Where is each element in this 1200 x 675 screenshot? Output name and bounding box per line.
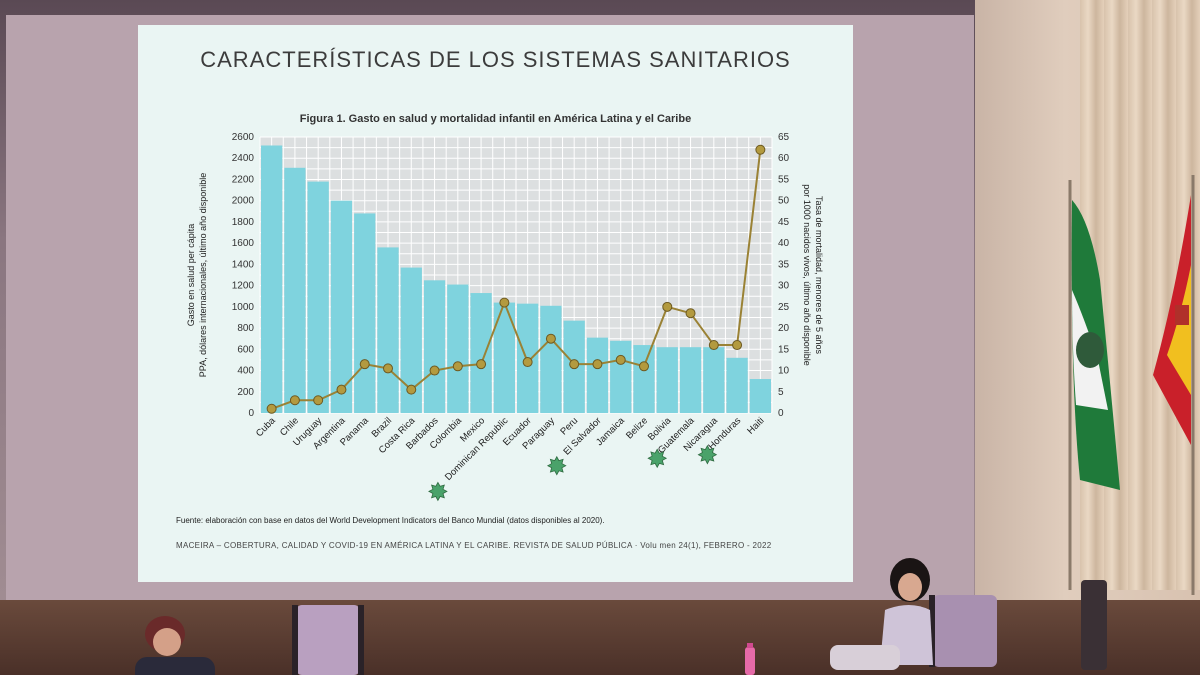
presentation-slide: CARACTERÍSTICAS DE LOS SISTEMAS SANITARI… (138, 25, 853, 582)
y-tick-label: 2600 (232, 132, 255, 143)
bar-honduras (726, 357, 748, 413)
bar-uruguay (307, 181, 329, 413)
y2-axis-label: Tasa de mortalidad, menores de 5 añospor… (802, 184, 824, 366)
bar-guatemala (679, 347, 702, 413)
bar-costa-rica (400, 267, 422, 413)
y-tick-label: 1200 (232, 281, 255, 292)
bar-nicaragua (703, 347, 725, 413)
y2-tick-label: 45 (778, 217, 790, 228)
line-point-cuba (266, 403, 277, 414)
y-tick-label: 600 (237, 344, 254, 355)
y2-tick-label: 30 (778, 281, 790, 292)
bar-cuba (261, 145, 283, 413)
y-tick-label: 400 (237, 366, 254, 377)
highlight-badge-icon (428, 481, 448, 502)
y2-tick-label: 10 (778, 366, 790, 377)
bar-barbados (423, 280, 446, 413)
line-point-panama (359, 359, 370, 370)
chair (292, 605, 364, 675)
line-point-costa-rica (406, 384, 417, 395)
figure-title: Figura 1. Gasto en salud y mortalidad in… (299, 113, 692, 125)
line-point-guatemala (685, 308, 696, 319)
line-point-jamaica (615, 354, 626, 365)
y-tick-label: 800 (237, 323, 254, 334)
chair (1081, 580, 1107, 670)
source-note: Fuente: elaboración con base en datos de… (176, 516, 605, 525)
y-tick-label: 2000 (232, 196, 255, 207)
mortality-line (271, 149, 762, 410)
bar-brazil (377, 247, 399, 413)
slide-footer: MACEIRA – COBERTURA, CALIDAD Y COVID-19 … (176, 541, 772, 550)
speaker-right (830, 558, 933, 670)
y2-tick-label: 60 (778, 153, 790, 164)
bar-chile (284, 167, 306, 413)
x-tick-label: Haiti (745, 415, 766, 436)
line-point-ecuador (522, 357, 533, 368)
y2-tick-label: 35 (778, 259, 790, 270)
spain-flag (1153, 175, 1195, 595)
line-point-el-salvador (592, 359, 603, 370)
x-tick-label: Cuba (254, 415, 278, 439)
y2-tick-label: 55 (778, 174, 790, 185)
line-point-paraguay (545, 333, 556, 344)
highlight-badge-icon (647, 448, 668, 469)
bar-panama (354, 213, 376, 413)
bar-jamaica (610, 340, 632, 413)
bar-colombia (447, 284, 469, 413)
andalusia-flag (1068, 180, 1120, 590)
line-point-honduras (732, 340, 743, 351)
bar-paraguay (540, 305, 562, 413)
chart: 0200400600800100012001400160018002000220… (186, 132, 824, 502)
highlight-badge-icon (546, 455, 567, 476)
y2-tick-label: 0 (778, 408, 784, 419)
line-point-brazil (383, 363, 393, 374)
y-tick-label: 1000 (232, 302, 255, 313)
line-point-uruguay (313, 395, 324, 406)
bar-haiti (749, 379, 771, 413)
line-point-mexico (476, 359, 487, 370)
y2-tick-label: 50 (778, 196, 790, 207)
line-point-bolivia (662, 301, 673, 312)
line-point-chile (289, 395, 300, 406)
y2-tick-label: 5 (778, 387, 784, 398)
highlight-badge-icon (697, 444, 718, 465)
bar-argentina (330, 200, 353, 413)
y2-tick-label: 65 (778, 132, 790, 143)
y-tick-label: 2400 (232, 153, 255, 164)
y2-tick-label: 25 (778, 302, 790, 313)
y2-tick-label: 20 (778, 323, 790, 334)
x-tick-label: Belize (624, 415, 650, 441)
line-point-dominican-republic (499, 297, 510, 308)
bar-bolivia (656, 347, 678, 413)
bar-el-salvador (586, 337, 609, 413)
y-axis-label: Gasto en salud per cápita PPA, dólares in… (186, 173, 208, 377)
y-tick-label: 2200 (232, 174, 255, 185)
y2-tick-label: 15 (778, 344, 790, 355)
y-tick-label: 1400 (232, 259, 255, 270)
line-point-nicaragua (708, 340, 719, 351)
slide-title: CARACTERÍSTICAS DE LOS SISTEMAS SANITARI… (200, 47, 791, 72)
y-tick-label: 1800 (232, 217, 255, 228)
y-tick-label: 0 (248, 408, 254, 419)
speaker-left (135, 616, 215, 675)
bar-belize (633, 345, 655, 413)
line-point-argentina (336, 384, 347, 395)
line-point-haiti (755, 144, 766, 155)
line-point-colombia (452, 361, 463, 372)
bar-dominican-republic (493, 302, 515, 413)
y2-tick-label: 40 (778, 238, 790, 249)
line-point-peru (569, 359, 580, 370)
y-tick-label: 200 (237, 387, 254, 398)
water-bottle (745, 643, 755, 675)
chair (929, 595, 997, 667)
y-tick-label: 1600 (232, 238, 255, 249)
bar-mexico (470, 293, 492, 413)
line-point-belize (639, 361, 649, 372)
line-point-barbados (429, 365, 440, 376)
